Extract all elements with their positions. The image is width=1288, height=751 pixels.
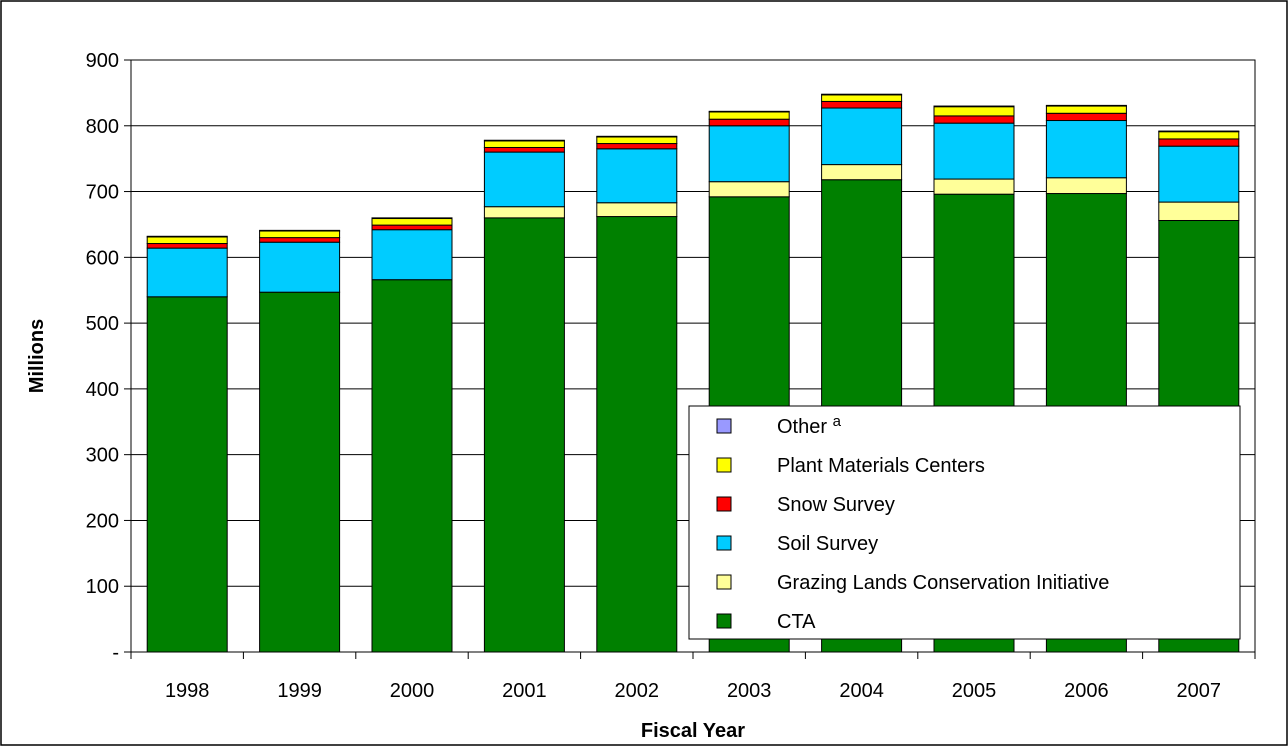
legend-swatch: [716, 613, 732, 629]
bar-segment: [371, 224, 453, 231]
bar-segment: [259, 230, 341, 239]
y-tick-label: 700: [86, 182, 119, 204]
bar-segment: [1158, 138, 1240, 147]
legend-swatch: [716, 457, 732, 473]
bar-segment: [1158, 201, 1240, 221]
bar-segment: [1158, 130, 1240, 133]
legend-entry: CTA: [777, 611, 816, 633]
bar-segment: [259, 229, 341, 232]
x-tick-labels: 1998 1999 2000 2001 2002 2003 2004 2005 2006 2007: [165, 680, 1221, 702]
bar-segment: [708, 125, 790, 183]
y-tick-label: 300: [86, 445, 119, 467]
x-tick-label: 2004: [839, 680, 884, 702]
y-tick-label: 200: [86, 510, 119, 532]
bar-segment: [821, 94, 903, 102]
bar-segment: [933, 115, 1015, 124]
legend-swatch: [716, 535, 732, 551]
legend-swatch: [716, 418, 732, 434]
bar-segment: [933, 178, 1015, 195]
bar-segment: [596, 143, 678, 150]
bar-segment: [1045, 112, 1127, 122]
bar-segment: [708, 110, 790, 113]
legend-entry: Plant Materials Centers: [777, 455, 985, 477]
bar-segment: [146, 243, 228, 249]
bar-segment: [371, 229, 453, 281]
bar-segment: [821, 100, 903, 109]
bar-segment: [933, 122, 1015, 180]
bar-segment: [708, 181, 790, 198]
bar-segment: [146, 236, 228, 245]
bar-segment: [1045, 104, 1127, 107]
legend-box: [688, 405, 1241, 640]
y-tick-label: 600: [86, 247, 119, 269]
bar-segment: [483, 146, 565, 153]
legend-entry: Grazing Lands Conservation Initiative: [777, 572, 1109, 594]
bar-segment: [146, 235, 228, 238]
bar-segment: [371, 279, 453, 653]
y-tick-label: 100: [86, 576, 119, 598]
bar-segment: [708, 118, 790, 127]
y-tick-label: 800: [86, 116, 119, 138]
x-tick-label: 1998: [165, 680, 210, 702]
bar-segment: [371, 217, 453, 220]
bar-segment: [259, 237, 341, 243]
bar-segment: [821, 164, 903, 181]
y-tick-labels: - 100 200 300 400 500 600 700 800 900: [86, 50, 119, 664]
bar-segment: [259, 291, 341, 653]
bar-segment: [483, 206, 565, 219]
y-tick-label: 400: [86, 379, 119, 401]
x-tick-label: 2006: [1064, 680, 1109, 702]
x-tick-label: 2002: [615, 680, 660, 702]
bar-segment: [1045, 120, 1127, 179]
legend-swatch: [716, 574, 732, 590]
bar-segment: [1158, 145, 1240, 203]
x-tick-label: 2000: [390, 680, 435, 702]
bar-segment: [371, 218, 453, 226]
y-axis-title: Millions: [26, 319, 48, 393]
bar-segment: [933, 106, 1015, 117]
bar-segment: [821, 93, 903, 96]
legend-entry: Other a: [777, 413, 842, 438]
bar-segment: [596, 148, 678, 204]
bar-segment: [259, 241, 341, 293]
x-axis-title: Fiscal Year: [641, 720, 745, 742]
y-tick-label: -: [112, 642, 119, 664]
bar-segment: [146, 296, 228, 653]
bar-segment: [483, 151, 565, 208]
legend-entry: Soil Survey: [777, 533, 878, 555]
x-tick-label: 2001: [502, 680, 547, 702]
bar-segment: [596, 136, 678, 145]
bar-segment: [1045, 177, 1127, 195]
bar-segment: [483, 140, 565, 148]
bar-segment: [146, 247, 228, 298]
legend: Other a Plant Materials Centers Snow Surve…: [688, 405, 1241, 640]
bar-segment: [596, 202, 678, 218]
bar-segment: [483, 217, 565, 653]
legend-entry: Snow Survey: [777, 494, 895, 516]
bar-segment: [596, 216, 678, 653]
bar-segment: [596, 135, 678, 138]
bar-segment: [821, 107, 903, 166]
axes: [124, 59, 1256, 659]
x-tick-label: 2007: [1177, 680, 1222, 702]
bar-segment: [708, 111, 790, 120]
bar-segment: [933, 105, 1015, 108]
x-tick-label: 1999: [277, 680, 322, 702]
legend-swatch: [716, 496, 732, 512]
y-tick-label: 500: [86, 313, 119, 335]
bar-segment: [1158, 131, 1240, 140]
bar-segment: [1045, 105, 1127, 114]
x-tick-label: 2005: [952, 680, 997, 702]
x-tick-label: 2003: [727, 680, 772, 702]
y-tick-label: 900: [86, 50, 119, 72]
bar-segment: [483, 139, 565, 142]
